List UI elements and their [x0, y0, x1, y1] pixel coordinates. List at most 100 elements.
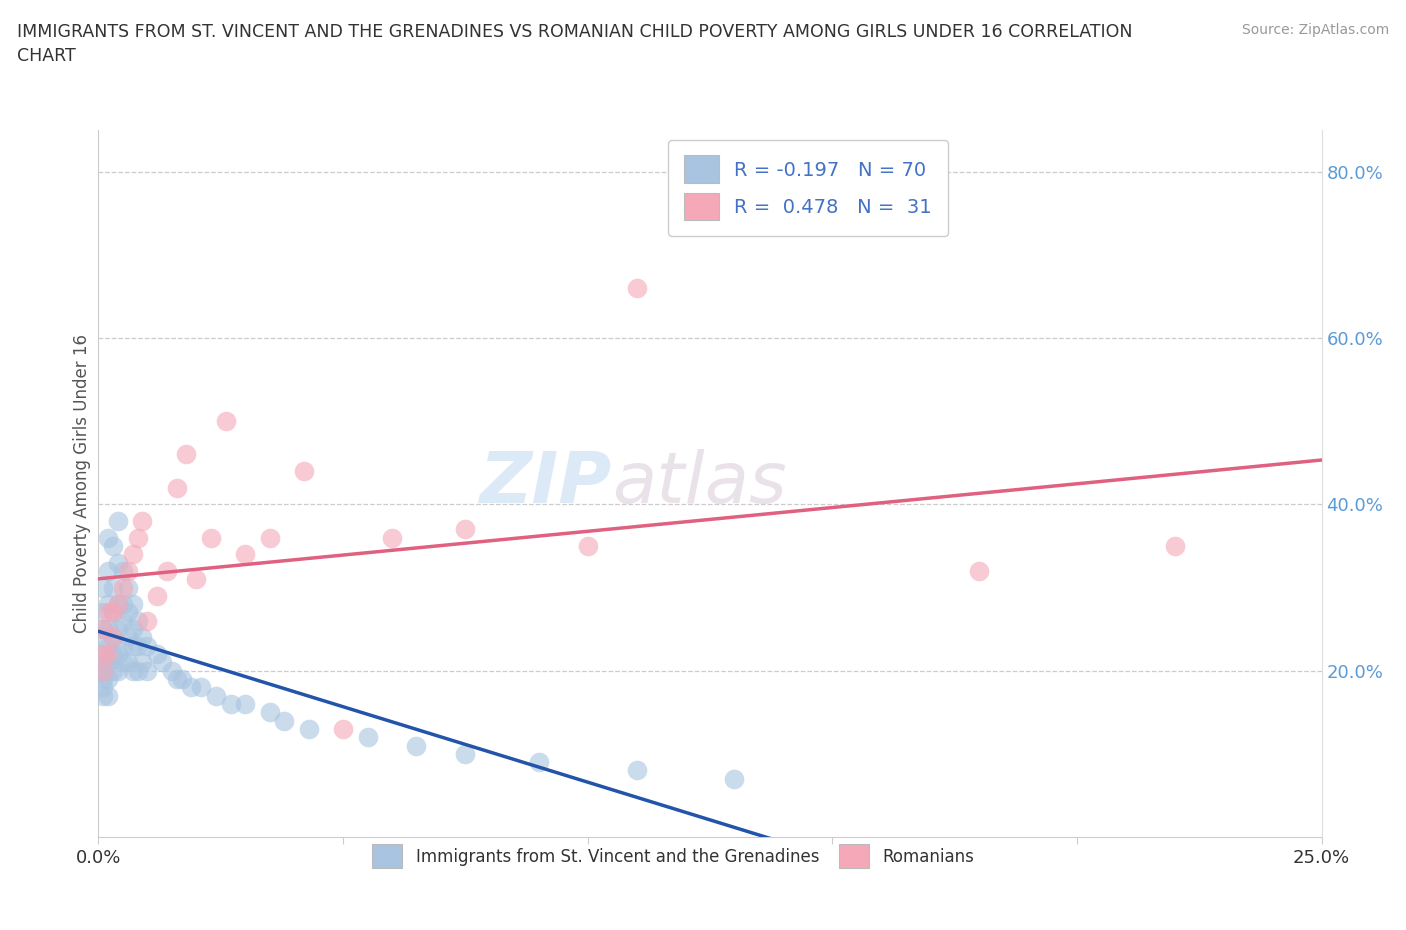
Point — [107, 555, 129, 570]
Point — [576, 538, 599, 553]
Point — [127, 530, 149, 545]
Point — [131, 655, 153, 670]
Point — [91, 621, 114, 636]
Point — [121, 621, 143, 636]
Text: Source: ZipAtlas.com: Source: ZipAtlas.com — [1241, 23, 1389, 37]
Point — [91, 655, 114, 670]
Point — [160, 663, 183, 678]
Point — [97, 605, 120, 620]
Point — [273, 713, 295, 728]
Point — [454, 747, 477, 762]
Point — [190, 680, 212, 695]
Point — [127, 638, 149, 653]
Point — [166, 671, 188, 686]
Point — [131, 513, 153, 528]
Text: IMMIGRANTS FROM ST. VINCENT AND THE GRENADINES VS ROMANIAN CHILD POVERTY AMONG G: IMMIGRANTS FROM ST. VINCENT AND THE GREN… — [17, 23, 1132, 65]
Point — [205, 688, 228, 703]
Point — [97, 597, 120, 612]
Point — [101, 538, 124, 553]
Point — [332, 722, 354, 737]
Point — [166, 480, 188, 495]
Point — [117, 605, 139, 620]
Point — [117, 580, 139, 595]
Point — [121, 597, 143, 612]
Text: ZIP: ZIP — [479, 449, 612, 518]
Point — [298, 722, 321, 737]
Point — [214, 414, 236, 429]
Point — [127, 663, 149, 678]
Point — [180, 680, 202, 695]
Point — [97, 621, 120, 636]
Point — [259, 705, 281, 720]
Point — [107, 513, 129, 528]
Point — [107, 663, 129, 678]
Point — [200, 530, 222, 545]
Point — [101, 630, 124, 644]
Point — [1164, 538, 1187, 553]
Point — [101, 663, 124, 678]
Point — [111, 614, 134, 629]
Point — [146, 646, 169, 661]
Point — [91, 621, 114, 636]
Point — [91, 663, 114, 678]
Point — [111, 638, 134, 653]
Point — [117, 630, 139, 644]
Point — [121, 638, 143, 653]
Point — [121, 663, 143, 678]
Text: atlas: atlas — [612, 449, 787, 518]
Point — [176, 447, 198, 462]
Point — [967, 564, 990, 578]
Point — [186, 572, 208, 587]
Point — [356, 730, 378, 745]
Point — [107, 597, 129, 612]
Point — [91, 663, 114, 678]
Point — [156, 564, 179, 578]
Point — [219, 697, 242, 711]
Point — [101, 630, 124, 644]
Point — [101, 646, 124, 661]
Point — [117, 655, 139, 670]
Point — [107, 646, 129, 661]
Point — [97, 530, 120, 545]
Point — [101, 580, 124, 595]
Point — [723, 771, 745, 786]
Point — [170, 671, 193, 686]
Point — [381, 530, 404, 545]
Point — [101, 605, 124, 620]
Point — [626, 281, 648, 296]
Point — [107, 621, 129, 636]
Point — [101, 605, 124, 620]
Point — [91, 671, 114, 686]
Point — [146, 589, 169, 604]
Point — [107, 597, 129, 612]
Point — [454, 522, 477, 537]
Point — [233, 697, 256, 711]
Point — [136, 614, 159, 629]
Point — [97, 671, 120, 686]
Point — [97, 638, 120, 653]
Point — [91, 688, 114, 703]
Point — [127, 614, 149, 629]
Point — [136, 663, 159, 678]
Point — [111, 597, 134, 612]
Point — [97, 655, 120, 670]
Point — [91, 605, 114, 620]
Point — [91, 630, 114, 644]
Point — [91, 646, 114, 661]
Point — [91, 580, 114, 595]
Point — [91, 680, 114, 695]
Point — [97, 646, 120, 661]
Y-axis label: Child Poverty Among Girls Under 16: Child Poverty Among Girls Under 16 — [73, 334, 91, 633]
Legend: Immigrants from St. Vincent and the Grenadines, Romanians: Immigrants from St. Vincent and the Gren… — [366, 838, 981, 874]
Point — [117, 564, 139, 578]
Point — [292, 464, 315, 479]
Point — [150, 655, 173, 670]
Point — [131, 630, 153, 644]
Point — [405, 738, 427, 753]
Point — [233, 547, 256, 562]
Point — [111, 655, 134, 670]
Point — [626, 763, 648, 777]
Point — [91, 646, 114, 661]
Point — [121, 547, 143, 562]
Point — [97, 688, 120, 703]
